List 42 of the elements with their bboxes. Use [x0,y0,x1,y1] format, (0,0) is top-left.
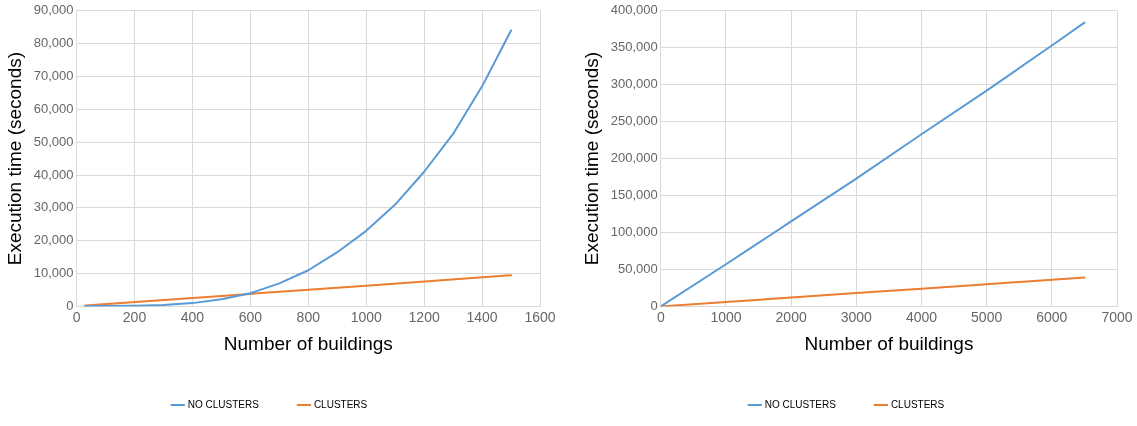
y-tick-label: 20,000 [33,232,74,248]
x-tick-label: 1000 [710,308,742,325]
legend-label: NO CLUSTERS [187,398,260,410]
y-tick-label: 200,000 [610,150,658,166]
y-tick-label: 50,000 [33,133,74,149]
y-tick-label: 80,000 [33,35,74,51]
y-tick-label: 30,000 [33,199,74,215]
y-tick-label: 60,000 [33,100,74,116]
y-axis-title: Execution time (seconds) [3,51,25,266]
y-tick-label: 150,000 [610,187,658,203]
x-tick-label: 1400 [466,308,498,325]
x-tick-label: 1200 [408,308,440,325]
y-tick-label: 400,000 [610,2,658,18]
y-tick-label: 50,000 [618,261,658,277]
legend-label: CLUSTERS [313,398,368,410]
x-tick-label: 400 [180,308,205,325]
y-axis-title: Execution time (seconds) [580,51,602,266]
x-tick-label: 7000 [1101,308,1133,325]
x-tick-label: 2000 [775,308,807,325]
x-tick-label: 5000 [971,308,1003,325]
x-tick-label: 6000 [1036,308,1068,325]
y-tick-label: 300,000 [610,76,658,92]
y-tick-label: 10,000 [33,265,74,281]
y-tick-label: 250,000 [610,113,658,129]
y-tick-label: 350,000 [610,39,658,55]
x-tick-label: 1600 [524,308,556,325]
x-tick-label: 4000 [905,308,938,325]
legend-label: NO CLUSTERS [764,398,837,410]
x-axis-title: Number of buildings [804,332,974,354]
y-tick-label: 70,000 [33,68,74,84]
legend-label: CLUSTERS [890,398,945,410]
x-tick-label: 200 [122,308,147,325]
y-tick-label: 0 [66,297,74,313]
y-tick-label: 0 [650,297,658,313]
x-tick-label: 600 [238,308,263,325]
y-tick-label: 90,000 [33,2,74,18]
y-tick-label: 100,000 [610,224,658,240]
x-axis-title: Number of buildings [223,332,393,354]
x-tick-label: 1000 [350,308,382,325]
x-tick-label: 800 [296,308,321,325]
x-tick-label: 3000 [840,308,873,325]
y-tick-label: 40,000 [33,166,74,182]
